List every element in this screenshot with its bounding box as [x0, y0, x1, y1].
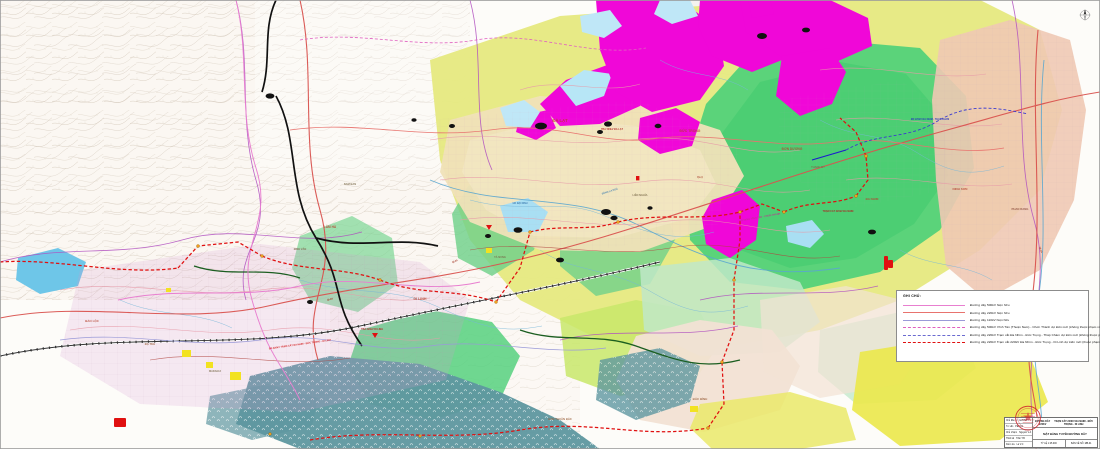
title-block-person: Nguyễn V.A	[1019, 431, 1032, 434]
place-name-label: NINH SƠN	[953, 187, 968, 191]
title-block-signatories: Chủ đầu tư EVNNPT Tư vấn PECC2 Chủ nhiệm Nguy…	[1005, 418, 1033, 447]
route-callout-label: SÔNG LA NGÀ	[601, 187, 618, 195]
place-name-label: BẢO LỘC	[85, 318, 100, 323]
title-block-role: Kiểm tra	[1006, 443, 1015, 446]
title-block-row: Thiết kế Trần T.B	[1005, 436, 1032, 442]
place-name-label: PHAN RANG	[1012, 207, 1029, 211]
legend-entry-label: Đường dây 220kV Trạm cắt 220kV Đa Nhim -…	[970, 340, 1100, 345]
route-callout-label: TRẠM CẮT 220kV ĐA NHIM	[823, 210, 854, 213]
title-block-person: EVNNPT	[1019, 419, 1029, 422]
title-block-role: Chủ đầu tư	[1006, 419, 1018, 422]
title-block-scale: TỶ LỆ 1:25.000	[1033, 440, 1066, 447]
title-block-row: Chủ nhiệm Nguyễn V.A	[1005, 430, 1032, 436]
place-name-label: ĐƠN DƯƠNG	[782, 147, 803, 151]
place-name-label: ĐINH VĂN	[294, 246, 307, 251]
legend-entry-label: Đường dây 220kV Trạm cắt Đa Nhim - Đức T…	[970, 332, 1100, 337]
place-name-label: ĐA NHIM	[866, 197, 879, 201]
place-name-label: ĐẠ TẺH	[145, 341, 155, 346]
title-block-org-line: TRẠM CẮT 220KV ĐA NHIM - ĐỨC TRỌNG - DI …	[1054, 419, 1094, 426]
place-name-label: MADAGUI	[209, 370, 221, 373]
route-callout-label: HỒ ĐẠI NINH	[513, 202, 528, 205]
legend-entry-label: Đường dây 220kV hiện hữu	[970, 310, 1010, 315]
title-block-role: Thiết kế	[1006, 437, 1015, 440]
route-callout-label: ĐD 220kV ĐA NHIM - THÁP CHÀM	[911, 118, 949, 121]
route-callout-label: QL20	[451, 259, 458, 264]
title-block-person: PECC2	[1015, 425, 1023, 428]
place-name-label: HÀM THUẬN BẮC	[548, 416, 572, 421]
title-block-organization: ĐƯỜNG DÂY 220KV TRẠM CẮT 220KV ĐA NHIM - …	[1033, 418, 1097, 428]
title-block-role: Tư vấn	[1006, 425, 1014, 428]
legend-entry: Đường dây 220kV hiện hữu	[902, 309, 1083, 316]
place-name-label: DI LINH	[414, 297, 427, 301]
place-name-layer: ĐÀ LẠT ĐỨC TRỌNG ĐƠN DƯƠNG DI LINH LÂM HÀ ĐA …	[85, 118, 1028, 421]
route-callout-label: ĐD 500kV VĨNH TÂN - CHƠN THÀNH	[739, 212, 781, 222]
route-callout-label: QL27	[697, 176, 704, 180]
legend-entry: Đường dây 500kV Vĩnh Tân (Thuận Nam) - C…	[902, 324, 1100, 331]
title-block-person: Trần T.B	[1016, 437, 1025, 440]
title-block-row: Kiểm tra Lê V.C	[1005, 442, 1032, 447]
place-name-label: TÀ NUNG	[494, 254, 506, 259]
title-block-role: Chủ nhiệm	[1006, 431, 1018, 434]
title-block-drawing-name: MẶT BẰNG TUYẾN ĐƯỜNG DÂY	[1033, 428, 1097, 440]
place-name-label: BẮC BÌNH	[693, 396, 708, 401]
legend-entry-label: Đường dây 500kV hiện hữu	[970, 303, 1010, 308]
legend-entry-label: Đường dây 110kV hiện hữu	[970, 317, 1010, 322]
legend-entry: Đường dây 110kV hiện hữu	[902, 317, 1083, 324]
place-name-label: LIÊN NGHĨA	[633, 192, 648, 197]
place-name-label: ĐỨC TRỌNG	[680, 128, 701, 133]
legend-entry: Đường dây 220kV Trạm cắt 220kV Đa Nhim -…	[902, 339, 1100, 346]
legend-entry-label: Đường dây 500kV Vĩnh Tân (Thuận Nam) - C…	[970, 325, 1100, 330]
legend-title: GHI CHÚ:	[903, 294, 921, 298]
title-block-org-line: ĐƯỜNG DÂY 220KV	[1035, 419, 1051, 426]
route-callout-label: QL1A	[1038, 246, 1043, 253]
route-callout-label: TBA 500kV ĐÀ LẠT	[601, 128, 623, 131]
route-callout-label: TBA 220kV DI LINH	[361, 328, 383, 331]
place-name-label: THẠNH MỸ	[811, 164, 825, 169]
compass-rose-icon	[1079, 9, 1091, 21]
title-block-sheet-number: BẢN VẼ SỐ: MB-01	[1071, 442, 1092, 445]
place-name-label: NAM BAN	[344, 182, 356, 186]
route-callout-label: ĐD 220kV TRẠM CẮT ĐA NHIM - ĐỨC TRỌNG - …	[269, 339, 332, 351]
route-callout-layer: ĐD 220kV TRẠM CẮT ĐA NHIM - ĐỨC TRỌNG - …	[269, 118, 1043, 350]
legend-entry-list: Đường dây 500kV hiện hữu Đường dây 220kV …	[902, 302, 1100, 346]
title-block-main: ĐƯỜNG DÂY 220KV TRẠM CẮT 220KV ĐA NHIM - …	[1033, 418, 1097, 447]
map-legend: GHI CHÚ: Đường dây 500kV hiện hữu Đường d…	[896, 290, 1100, 362]
place-name-label: ĐÀ LẠT	[552, 118, 568, 123]
legend-entry: Đường dây 220kV Trạm cắt Đa Nhim - Đức T…	[902, 332, 1100, 339]
title-block: Chủ đầu tư EVNNPT Tư vấn PECC2 Chủ nhiệm Nguy…	[1004, 417, 1098, 448]
route-callout-label: QL28	[327, 297, 334, 302]
place-name-label: LÂM HÀ	[324, 224, 337, 229]
title-block-person: Lê V.C	[1016, 443, 1024, 446]
legend-entry: Đường dây 500kV hiện hữu	[902, 302, 1083, 309]
